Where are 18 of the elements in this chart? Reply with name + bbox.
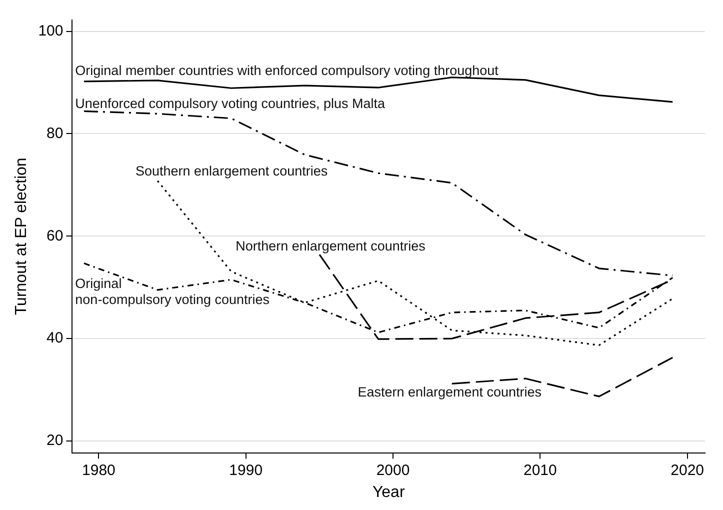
y-axis-title: Turnout at EP election	[13, 158, 30, 316]
series-label: Southern enlargement countries	[136, 163, 328, 178]
series-label: Unenforced compulsory voting countries, plus Malta	[75, 96, 386, 112]
y-tick-label: 60	[46, 227, 64, 244]
x-tick-label: 2020	[670, 462, 704, 479]
x-axis-title: Year	[372, 484, 406, 501]
series-label: Original non-compulsory voting countries	[75, 276, 270, 308]
series-label: Original member countries with enforced compulsory voting throughout	[75, 62, 499, 78]
y-tick-label: 40	[46, 330, 64, 347]
series-label: Eastern enlargement countries	[358, 384, 542, 400]
x-tick-label: 1990	[229, 462, 263, 479]
x-tick-label: 2010	[523, 462, 557, 479]
series-label: Northern enlargement countries	[236, 238, 426, 254]
x-tick-label: 2000	[376, 462, 410, 479]
y-tick-label: 100	[38, 22, 64, 40]
x-tick-label: 1980	[82, 462, 116, 479]
y-tick-label: 80	[46, 124, 64, 142]
y-tick-label: 20	[46, 432, 64, 450]
